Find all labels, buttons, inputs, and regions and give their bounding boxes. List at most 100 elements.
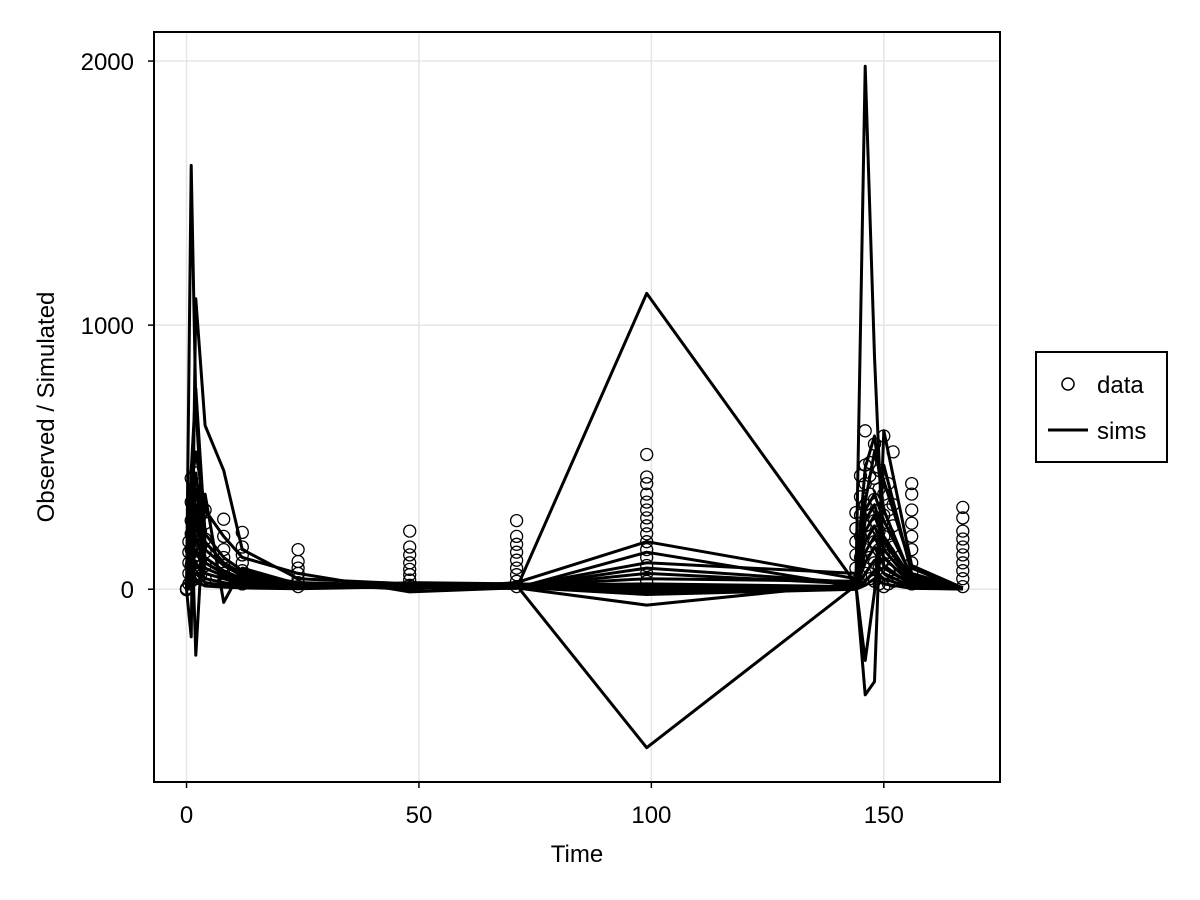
data-point	[189, 487, 203, 501]
data-point	[235, 564, 249, 578]
data-point	[291, 561, 305, 575]
data-point	[640, 535, 654, 549]
data-point	[640, 495, 654, 509]
data-point	[905, 487, 919, 501]
data-point	[877, 429, 891, 443]
data-point	[291, 542, 305, 557]
data-point	[403, 556, 417, 570]
y-axis-ticks: 0 1000 2000	[81, 49, 154, 604]
data-point	[184, 495, 198, 509]
data-point	[640, 487, 654, 501]
data-point	[905, 529, 919, 544]
data-point	[956, 532, 970, 546]
data-series	[179, 424, 970, 597]
data-point	[198, 503, 212, 517]
data-point	[640, 558, 654, 573]
data-point	[235, 548, 249, 562]
data-point	[640, 470, 654, 484]
data-point	[198, 516, 212, 530]
y-axis-title: Observed / Simulated	[33, 292, 60, 523]
data-point	[956, 540, 970, 554]
data-point	[905, 556, 919, 570]
data-point	[198, 572, 212, 586]
data-point	[881, 545, 896, 559]
data-point	[217, 566, 231, 581]
data-point	[867, 437, 882, 451]
data-point	[179, 583, 194, 597]
data-point	[858, 424, 872, 438]
data-point	[640, 566, 654, 581]
legend-data-label: data	[1097, 372, 1144, 399]
data-point	[235, 525, 249, 540]
x-axis-title: Time	[551, 841, 603, 868]
data-point	[640, 511, 654, 525]
data-point	[905, 577, 919, 591]
x-tick-label: 0	[180, 802, 193, 829]
data-point	[872, 463, 886, 478]
data-point	[905, 566, 919, 581]
sims-series	[185, 64, 964, 750]
data-point	[509, 537, 524, 551]
data-point	[217, 529, 231, 544]
data-point	[403, 562, 417, 577]
data-point	[403, 540, 417, 554]
data-point	[640, 476, 654, 491]
data-point	[853, 490, 868, 504]
x-tick-label: 150	[864, 802, 904, 829]
data-point	[886, 574, 900, 588]
data-point	[191, 532, 205, 546]
legend: data sims	[1035, 351, 1168, 463]
data-point	[905, 542, 919, 557]
y-tick-label: 0	[121, 577, 134, 604]
x-tick-label: 100	[631, 802, 671, 829]
data-point	[291, 554, 305, 569]
data-point	[291, 579, 305, 594]
data-point	[182, 577, 196, 591]
data-point	[640, 527, 654, 541]
data-point	[640, 519, 654, 533]
data-point	[217, 512, 231, 526]
data-point	[198, 558, 212, 573]
data-point	[509, 568, 524, 582]
data-point	[191, 516, 205, 530]
legend-frame	[1035, 351, 1168, 463]
data-point	[193, 524, 208, 538]
data-point	[956, 564, 970, 578]
data-point	[886, 519, 900, 533]
data-point	[217, 550, 231, 565]
data-point	[509, 553, 524, 567]
data-point	[863, 455, 877, 470]
data-point	[291, 572, 305, 586]
data-point	[189, 466, 203, 480]
data-point	[509, 529, 524, 544]
data-point	[509, 545, 524, 559]
data-point	[198, 545, 212, 559]
data-point	[858, 542, 872, 557]
data-point	[886, 558, 900, 573]
data-point	[640, 550, 654, 565]
x-tick-label: 50	[406, 802, 433, 829]
data-point	[198, 532, 212, 546]
data-point	[509, 561, 524, 575]
data-point	[849, 521, 863, 536]
sims-line	[185, 577, 963, 596]
data-point	[403, 578, 417, 592]
data-point	[886, 498, 900, 512]
sims-line	[185, 450, 964, 594]
data-point	[886, 540, 900, 554]
data-point	[881, 476, 896, 491]
x-axis-ticks: 0 50 100 150	[180, 782, 904, 829]
legend-data-marker	[1061, 377, 1075, 391]
data-point	[956, 556, 970, 570]
data-point	[217, 542, 231, 557]
data-point	[640, 574, 654, 588]
y-tick-label: 2000	[81, 49, 134, 76]
data-point	[403, 548, 417, 562]
data-point	[235, 577, 249, 591]
data-point	[235, 556, 249, 570]
data-point	[235, 570, 249, 584]
plot-frame	[153, 31, 1001, 783]
data-point	[235, 540, 249, 554]
